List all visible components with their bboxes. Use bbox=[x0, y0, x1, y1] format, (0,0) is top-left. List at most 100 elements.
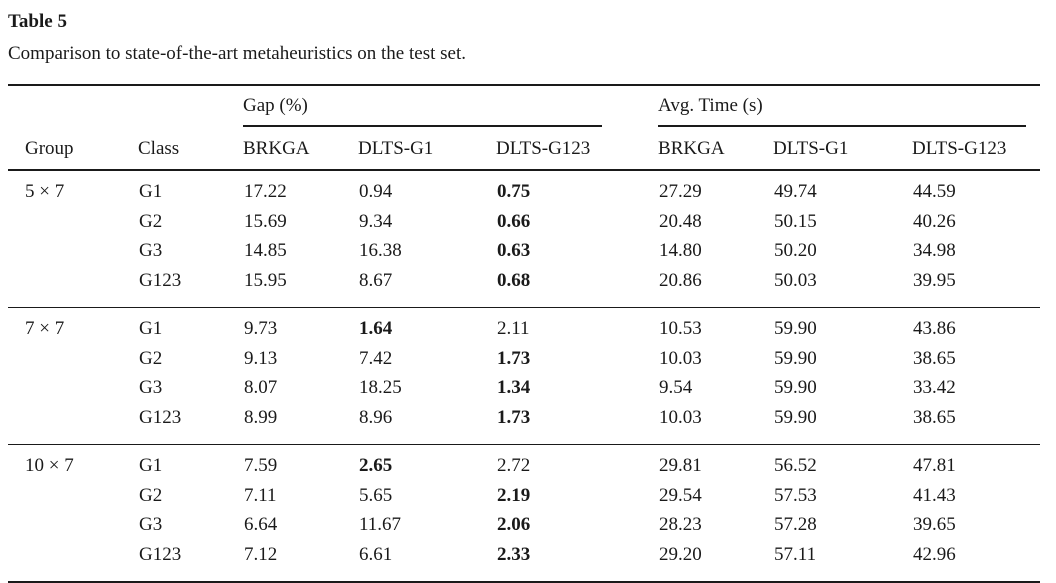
cell-time-brkga: 20.86 bbox=[659, 269, 702, 291]
cell-group bbox=[8, 344, 138, 374]
cell-gap-brkga: 15.69 bbox=[244, 210, 287, 232]
column-header-row: Group Class BRKGA DLTS-G1 DLTS-G123 BRKG… bbox=[8, 127, 1041, 171]
cell-gap-dlts-g123: 0.68 bbox=[497, 269, 531, 291]
cell-class: G3 bbox=[139, 514, 163, 535]
cell-gap-brkga: 15.95 bbox=[244, 269, 287, 291]
cell-time-dlts-g1: 59.90 bbox=[774, 406, 817, 428]
cell-time-dlts-g123: 41.43 bbox=[913, 484, 956, 506]
cell-gap-brkga: 8.07 bbox=[244, 377, 278, 398]
cell-gap-dlts-g123: 2.06 bbox=[497, 514, 531, 535]
col-header-time-dlts-g1: DLTS-G1 bbox=[773, 127, 913, 171]
cell-gap-dlts-g1: 0.94 bbox=[359, 181, 393, 202]
table-row: 7 × 7 G1 9.73 1.64 2.11 10.53 59.90 43.8… bbox=[8, 307, 1041, 344]
cell-time-dlts-g123: 42.96 bbox=[913, 543, 956, 565]
col-header-gap-brkga: BRKGA bbox=[243, 127, 358, 171]
cell-time-dlts-g1: 59.90 bbox=[773, 307, 913, 344]
cell-gap-dlts-g1: 5.65 bbox=[359, 484, 393, 506]
cell-class: G2 bbox=[139, 347, 163, 369]
cell-gap-dlts-g123: 1.73 bbox=[497, 406, 531, 428]
cell-class: G1 bbox=[139, 181, 163, 202]
cell-group bbox=[8, 236, 138, 266]
cell-class: G2 bbox=[139, 210, 163, 232]
cell-group bbox=[8, 540, 138, 583]
table-row: G123 15.95 8.67 0.68 20.86 50.03 39.95 bbox=[8, 266, 1040, 308]
table-row: 10 × 7 G1 7.59 2.65 2.72 29.81 56.52 47.… bbox=[8, 444, 1041, 481]
cell-gap-dlts-g123: 1.73 bbox=[497, 347, 531, 369]
cell-time-dlts-g1: 59.90 bbox=[774, 377, 817, 398]
cell-time-brkga: 29.54 bbox=[659, 484, 702, 506]
cell-gap-dlts-g123: 2.19 bbox=[497, 484, 531, 506]
table-row: G123 7.12 6.61 2.33 29.20 57.11 42.96 bbox=[8, 540, 1040, 583]
cell-gap-brkga: 7.59 bbox=[243, 444, 358, 481]
cell-time-brkga: 10.53 bbox=[658, 307, 774, 344]
cell-gap-brkga: 7.12 bbox=[244, 543, 278, 565]
cell-gap-dlts-g1: 7.42 bbox=[359, 347, 393, 369]
table-row: G2 15.69 9.34 0.66 20.48 50.15 40.26 bbox=[8, 207, 1040, 237]
cell-gap-dlts-g1: 6.61 bbox=[359, 543, 393, 565]
table-row: G2 9.13 7.42 1.73 10.03 59.90 38.65 bbox=[8, 344, 1040, 374]
cell-time-brkga: 10.03 bbox=[659, 347, 702, 369]
cell-time-brkga: 14.80 bbox=[659, 240, 702, 261]
cell-time-dlts-g1: 59.90 bbox=[774, 347, 817, 369]
cell-gap-brkga: 9.13 bbox=[244, 347, 278, 369]
cell-gap-dlts-g1: 16.38 bbox=[359, 240, 402, 261]
spanner-row: Gap (%) Avg. Time (s) bbox=[8, 85, 1040, 127]
cell-gap-dlts-g123: 1.34 bbox=[497, 377, 531, 398]
cell-gap-dlts-g1: 11.67 bbox=[359, 514, 402, 535]
cell-time-dlts-g123: 34.98 bbox=[913, 240, 956, 261]
cell-time-dlts-g123: 44.59 bbox=[913, 181, 956, 202]
cell-time-dlts-g123: 33.42 bbox=[913, 377, 956, 398]
cell-gap-dlts-g123: 2.72 bbox=[496, 444, 659, 481]
col-header-gap-dlts-g123: DLTS-G123 bbox=[496, 127, 659, 171]
col-header-gap-dlts-g1: DLTS-G1 bbox=[358, 127, 496, 171]
cell-time-dlts-g123: 43.86 bbox=[912, 307, 1041, 344]
cell-time-brkga: 29.81 bbox=[658, 444, 774, 481]
cell-group bbox=[8, 510, 138, 540]
cell-group bbox=[8, 373, 138, 403]
cell-group: 7 × 7 bbox=[8, 307, 138, 344]
cell-time-dlts-g1: 57.11 bbox=[774, 543, 817, 565]
cell-time-brkga: 9.54 bbox=[659, 377, 693, 398]
cell-gap-dlts-g1: 8.96 bbox=[359, 406, 393, 428]
cell-gap-dlts-g1: 18.25 bbox=[359, 377, 402, 398]
table-title: Table 5 bbox=[8, 11, 67, 32]
cell-gap-dlts-g1: 1.64 bbox=[358, 307, 496, 344]
cell-time-dlts-g1: 50.20 bbox=[774, 240, 817, 261]
spanner-empty-cell bbox=[8, 85, 243, 127]
cell-gap-brkga: 6.64 bbox=[244, 514, 278, 535]
cell-time-brkga: 27.29 bbox=[659, 181, 702, 202]
cell-time-dlts-g123: 47.81 bbox=[912, 444, 1041, 481]
spanner-gap-label: Gap (%) bbox=[243, 94, 602, 127]
table-row: G3 6.64 11.67 2.06 28.23 57.28 39.65 bbox=[8, 510, 1040, 540]
col-header-time-brkga: BRKGA bbox=[658, 127, 774, 171]
table-row: G3 14.85 16.38 0.63 14.80 50.20 34.98 bbox=[8, 236, 1040, 266]
table-row: G123 8.99 8.96 1.73 10.03 59.90 38.65 bbox=[8, 403, 1040, 445]
cell-class: G3 bbox=[139, 377, 163, 398]
table-row: G2 7.11 5.65 2.19 29.54 57.53 41.43 bbox=[8, 481, 1040, 511]
table-row: G3 8.07 18.25 1.34 9.54 59.90 33.42 bbox=[8, 373, 1040, 403]
cell-class: G1 bbox=[138, 307, 243, 344]
table-caption: Comparison to state-of-the-art metaheuri… bbox=[8, 43, 466, 64]
cell-class: G123 bbox=[139, 406, 182, 428]
cell-time-dlts-g1: 50.03 bbox=[774, 269, 817, 291]
cell-gap-brkga: 7.11 bbox=[244, 484, 277, 506]
cell-group bbox=[8, 266, 138, 308]
cell-gap-dlts-g123: 0.66 bbox=[497, 210, 531, 232]
cell-time-dlts-g123: 40.26 bbox=[913, 210, 956, 232]
cell-time-dlts-g123: 39.95 bbox=[913, 269, 956, 291]
cell-group bbox=[8, 481, 138, 511]
cell-time-dlts-g1: 56.52 bbox=[773, 444, 913, 481]
cell-class: G123 bbox=[139, 543, 182, 565]
cell-group: 5 × 7 bbox=[25, 181, 65, 202]
cell-time-dlts-g123: 38.65 bbox=[913, 347, 956, 369]
col-header-time-dlts-g123: DLTS-G123 bbox=[912, 127, 1041, 171]
cell-time-brkga: 10.03 bbox=[659, 406, 702, 428]
cell-gap-brkga: 14.85 bbox=[244, 240, 287, 261]
cell-group bbox=[8, 207, 138, 237]
cell-gap-dlts-g123: 2.33 bbox=[497, 543, 531, 565]
cell-time-dlts-g1: 50.15 bbox=[774, 210, 817, 232]
cell-gap-brkga: 8.99 bbox=[244, 406, 278, 428]
cell-class: G2 bbox=[139, 484, 163, 506]
cell-gap-brkga: 17.22 bbox=[244, 181, 287, 202]
